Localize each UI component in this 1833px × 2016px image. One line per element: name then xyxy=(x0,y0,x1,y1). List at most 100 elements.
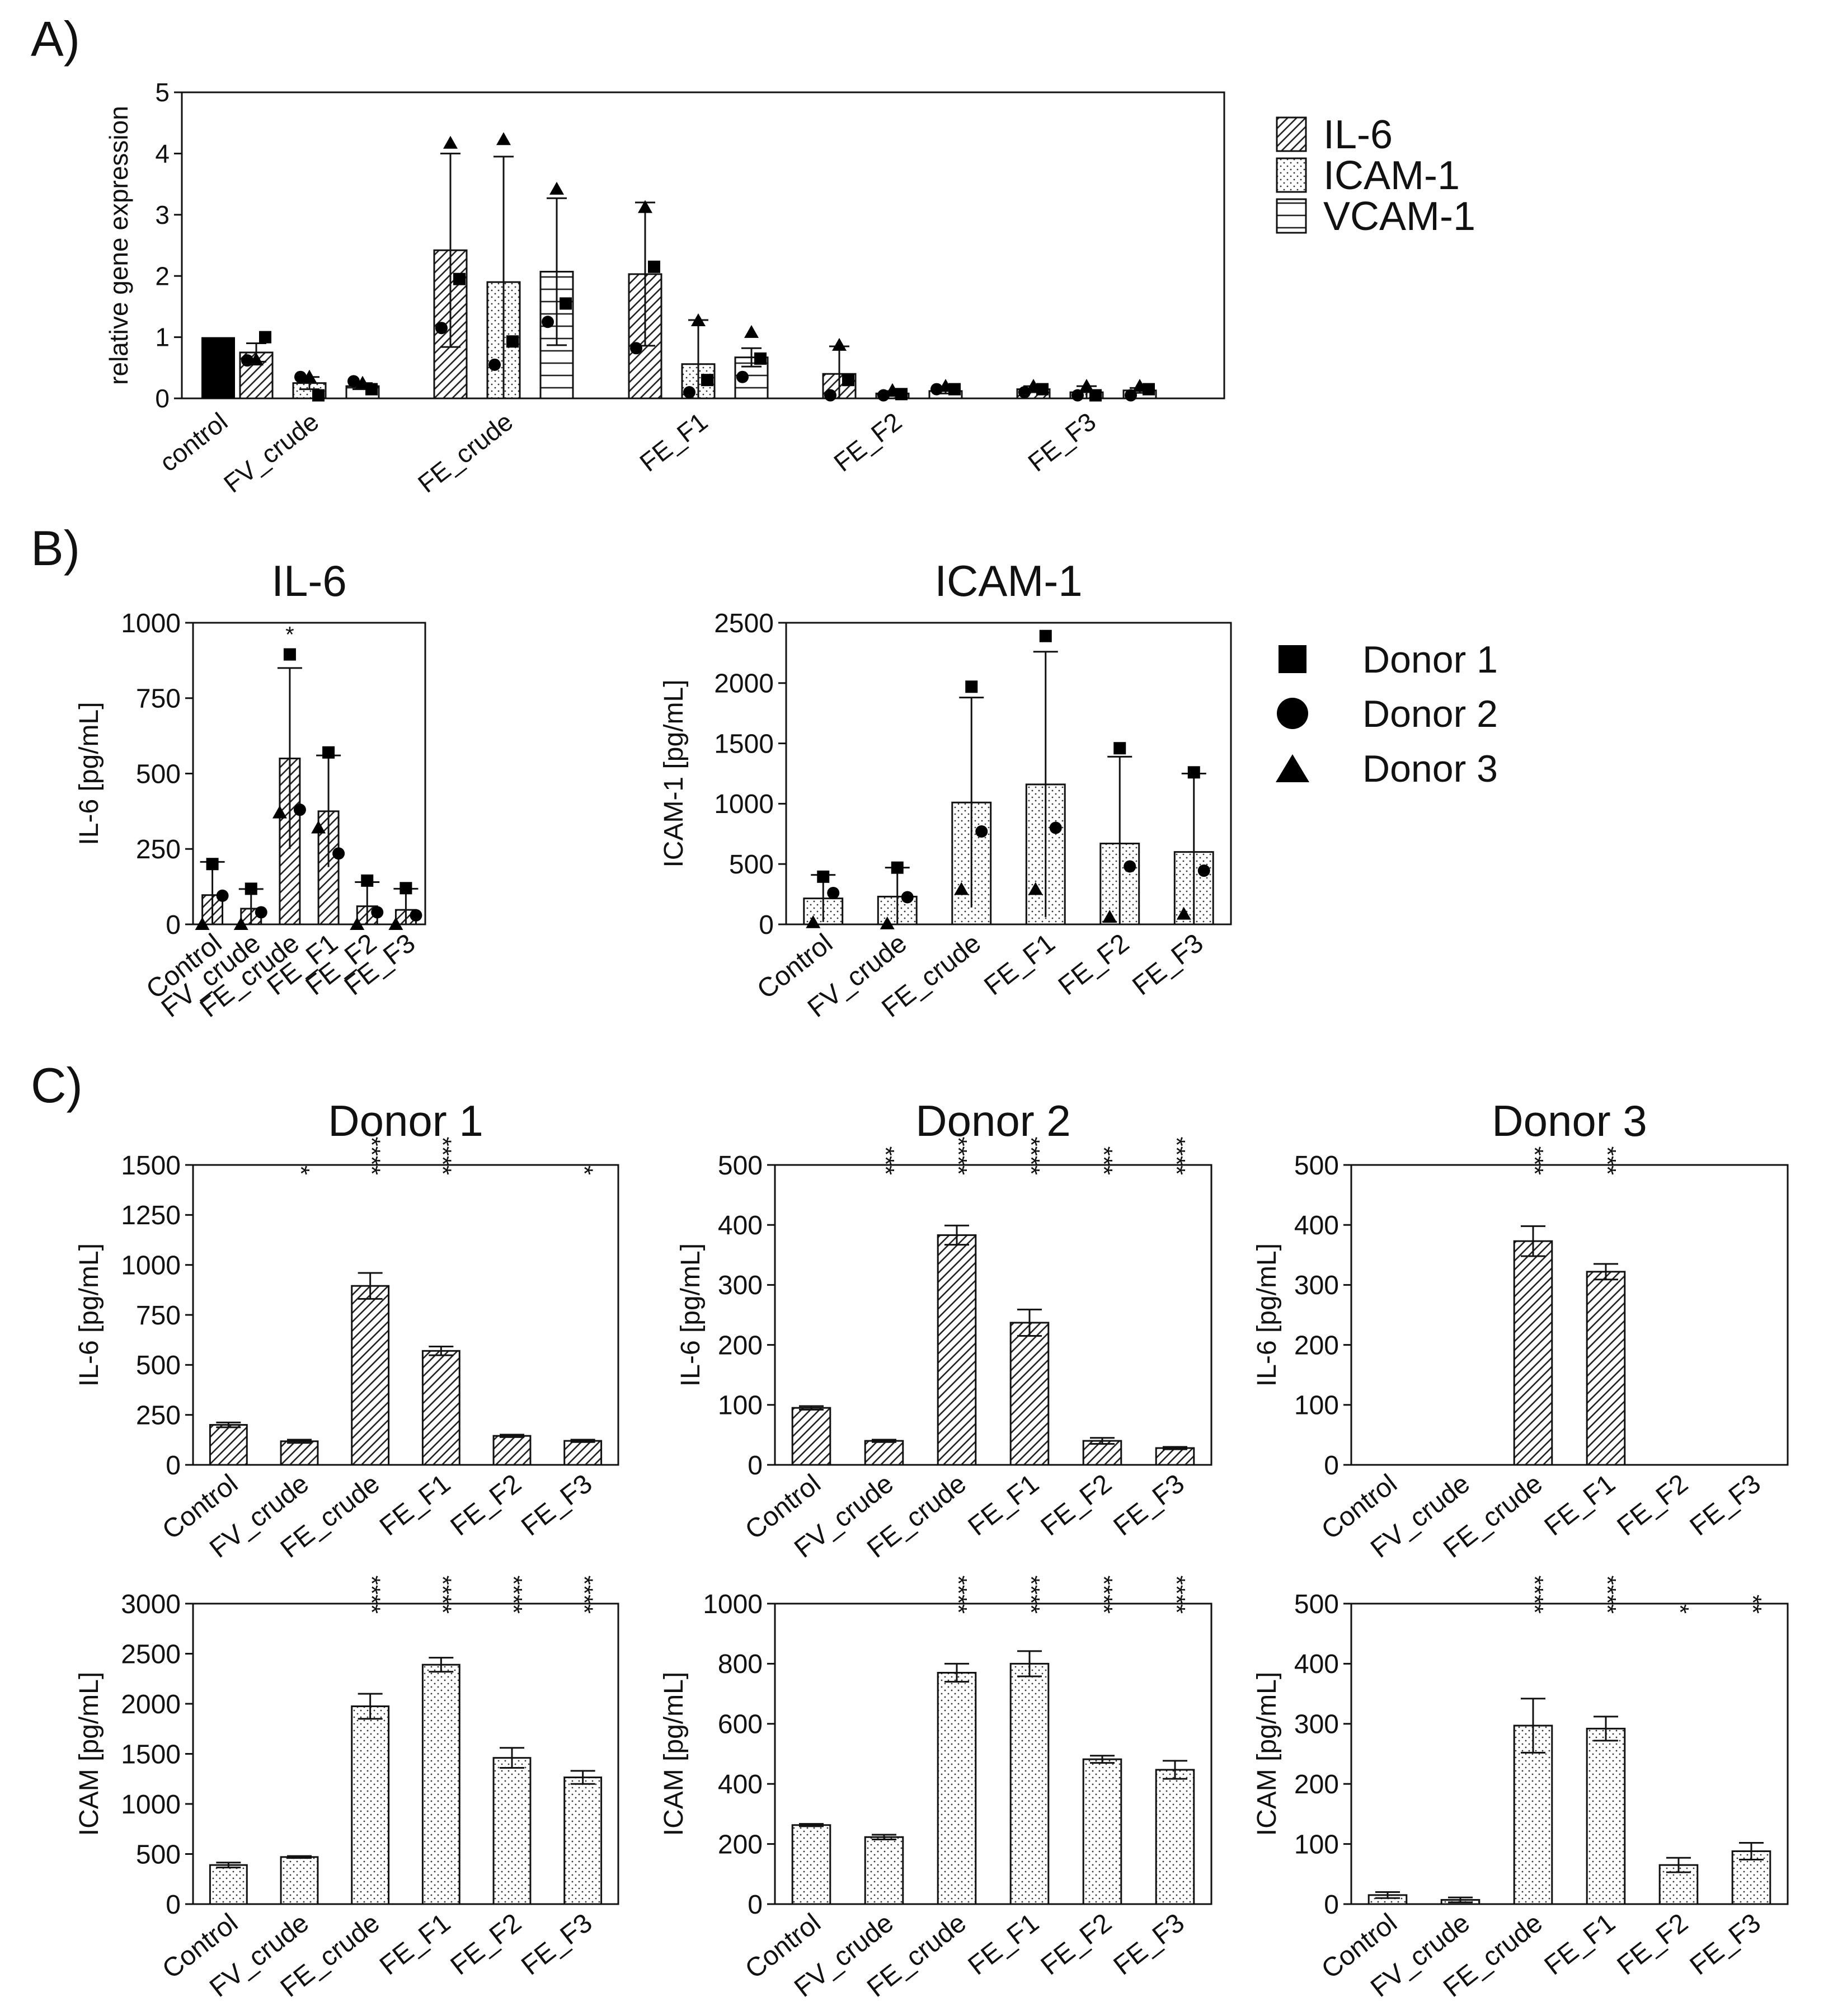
panel-label-b: B) xyxy=(31,520,80,576)
y-tick-label: 500 xyxy=(729,850,774,880)
legend-label-icam1: ICAM-1 xyxy=(1323,153,1460,198)
significance-label: * xyxy=(285,623,294,647)
donor-point xyxy=(891,861,904,874)
significance-label: **** xyxy=(571,1576,598,1614)
y-tick-label: 2500 xyxy=(714,609,774,638)
y-tick-label: 1000 xyxy=(121,1790,181,1820)
donor-point xyxy=(1089,389,1102,402)
y-tick-label: 0 xyxy=(748,1451,763,1481)
x-tick-label: FE_F3 xyxy=(1685,1469,1766,1542)
plot-frame xyxy=(785,622,1232,925)
x-tick-label: FE_F3 xyxy=(1022,407,1101,477)
plot-frame xyxy=(192,1164,619,1466)
donor-point xyxy=(1125,389,1137,402)
donor-point xyxy=(350,917,365,930)
legend-b: Donor 1 Donor 2 Donor 3 xyxy=(1276,638,1498,790)
y-tick-label: 800 xyxy=(718,1650,763,1679)
y-axis-label: ICAM-1 [pg/mL] xyxy=(659,679,689,867)
y-axis-label: ICAM [pg/mL] xyxy=(659,1672,689,1836)
donor-point xyxy=(560,297,572,310)
y-tick-label: 750 xyxy=(136,684,181,714)
x-tick-label: FE_F3 xyxy=(516,1469,598,1542)
bar xyxy=(1586,1727,1626,1905)
significance-label: **** xyxy=(1090,1576,1117,1614)
y-axis-label: IL-6 [pg/mL] xyxy=(74,702,104,845)
y-axis-label: ICAM [pg/mL] xyxy=(74,1672,104,1836)
donor-point xyxy=(410,909,422,922)
x-tick-label: FE_F1 xyxy=(634,407,713,477)
plot-frame xyxy=(1350,1164,1789,1466)
y-tick-label: 3000 xyxy=(121,1590,181,1619)
y-tick-label: 1250 xyxy=(121,1201,181,1230)
bar xyxy=(791,1824,831,1905)
significance-label: **** xyxy=(358,1576,386,1614)
donor-point xyxy=(443,135,458,149)
donor-point xyxy=(332,847,345,860)
chart-c-donor1-il6: 0 250 500 750 1000 1250 1500 IL-6 [pg/mL] Donor … xyxy=(74,1096,619,1564)
bar xyxy=(421,1350,460,1466)
legend-label-vcam1: VCAM-1 xyxy=(1323,194,1475,239)
donor-point xyxy=(388,917,403,930)
significance-label: ** xyxy=(1739,1595,1766,1614)
donor-point xyxy=(1102,910,1117,923)
y-tick-label: 250 xyxy=(136,1401,181,1430)
bar xyxy=(492,1757,532,1905)
y-tick-label: 200 xyxy=(718,1331,763,1360)
donor-point xyxy=(885,383,900,396)
significance-label: **** xyxy=(1163,1137,1190,1176)
x-tick-label: FE_F3 xyxy=(1108,1908,1190,1981)
y-tick-label: 500 xyxy=(1294,1151,1339,1181)
y-tick-label: 100 xyxy=(718,1391,763,1421)
chart-b-icam1: 0 500 1000 1500 2000 2500 ICAM-1 [pg/mL] ICAM-1… xyxy=(659,556,1232,1023)
donor-point xyxy=(736,370,749,383)
bar xyxy=(563,1777,603,1905)
y-tick-label: 3 xyxy=(155,200,170,229)
x-tick-label: FE_F3 xyxy=(1108,1469,1190,1542)
chart-title: IL-6 xyxy=(271,556,346,605)
donor-point xyxy=(293,803,306,816)
bar xyxy=(351,1705,390,1905)
donor-point xyxy=(549,181,564,195)
donor-point xyxy=(648,260,660,273)
bar xyxy=(492,1435,532,1466)
donor-point xyxy=(683,386,695,399)
donor-point xyxy=(1018,386,1031,399)
y-tick-label: 1 xyxy=(155,323,170,352)
donor-point xyxy=(233,917,248,930)
y-axis-label: relative gene expression xyxy=(104,106,133,385)
y-tick-label: 300 xyxy=(1294,1271,1339,1300)
significance-label: **** xyxy=(1594,1576,1621,1614)
y-tick-label: 500 xyxy=(136,1840,181,1869)
donor-point xyxy=(701,374,713,387)
donor-point xyxy=(817,870,830,883)
donor-point xyxy=(312,389,325,402)
legend-marker-square xyxy=(1279,645,1306,673)
y-tick-label: 750 xyxy=(136,1301,181,1331)
x-tick-label: FE_F1 xyxy=(979,928,1060,1001)
donor-point xyxy=(965,680,978,693)
significance-label: *** xyxy=(1594,1146,1621,1175)
significance-label: **** xyxy=(944,1137,972,1176)
y-tick-label: 2500 xyxy=(121,1639,181,1669)
bar xyxy=(791,1407,831,1466)
y-axis-label: ICAM [pg/mL] xyxy=(1252,1672,1282,1836)
significance-label: **** xyxy=(429,1137,456,1176)
y-tick-label: 250 xyxy=(136,835,181,864)
y-tick-label: 500 xyxy=(718,1151,763,1181)
donor-point xyxy=(877,389,890,402)
y-tick-label: 500 xyxy=(136,1351,181,1380)
significance-label: *** xyxy=(1090,1146,1117,1175)
chart-title: Donor 1 xyxy=(328,1096,483,1145)
x-tick-label: FE_F1 xyxy=(374,1908,456,1981)
donor-point xyxy=(311,820,326,834)
donor-point xyxy=(294,370,307,383)
legend-swatch-il6 xyxy=(1276,116,1307,152)
donor-point xyxy=(1197,864,1210,877)
y-tick-label: 400 xyxy=(1294,1211,1339,1240)
donor-point xyxy=(754,352,767,365)
y-tick-label: 1500 xyxy=(714,729,774,759)
